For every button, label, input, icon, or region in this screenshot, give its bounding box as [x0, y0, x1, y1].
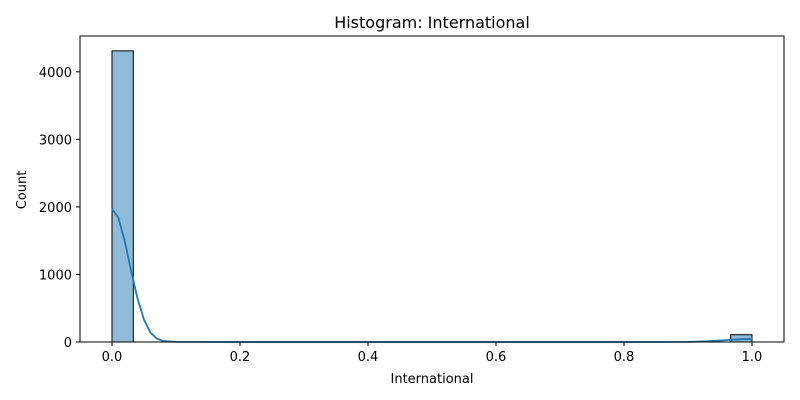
x-tick-label: 0.2	[230, 350, 251, 365]
y-tick-label: 1000	[39, 268, 72, 283]
x-tick-label: 1.0	[742, 350, 763, 365]
y-axis-label: Count	[15, 171, 30, 210]
histogram-bar	[111, 50, 134, 343]
x-tick-label: 0.4	[358, 350, 379, 365]
y-tick-label: 4000	[39, 66, 72, 81]
plot-area: 0.0 0.2 0.4 0.6 0.8 1.0 0 1000 2000 3000 4000	[39, 35, 785, 365]
chart-title: Histogram: International	[334, 13, 530, 32]
x-tick-label: 0.6	[486, 350, 507, 365]
y-tick-label: 2000	[39, 201, 72, 216]
x-axis-label: International	[391, 372, 474, 387]
y-tick-label: 0	[64, 336, 72, 351]
x-tick-label: 0.8	[614, 350, 635, 365]
axes-frame	[79, 35, 785, 343]
kde-line	[111, 208, 753, 343]
y-tick-label: 3000	[39, 133, 72, 148]
x-tick-label: 0.0	[102, 350, 123, 365]
